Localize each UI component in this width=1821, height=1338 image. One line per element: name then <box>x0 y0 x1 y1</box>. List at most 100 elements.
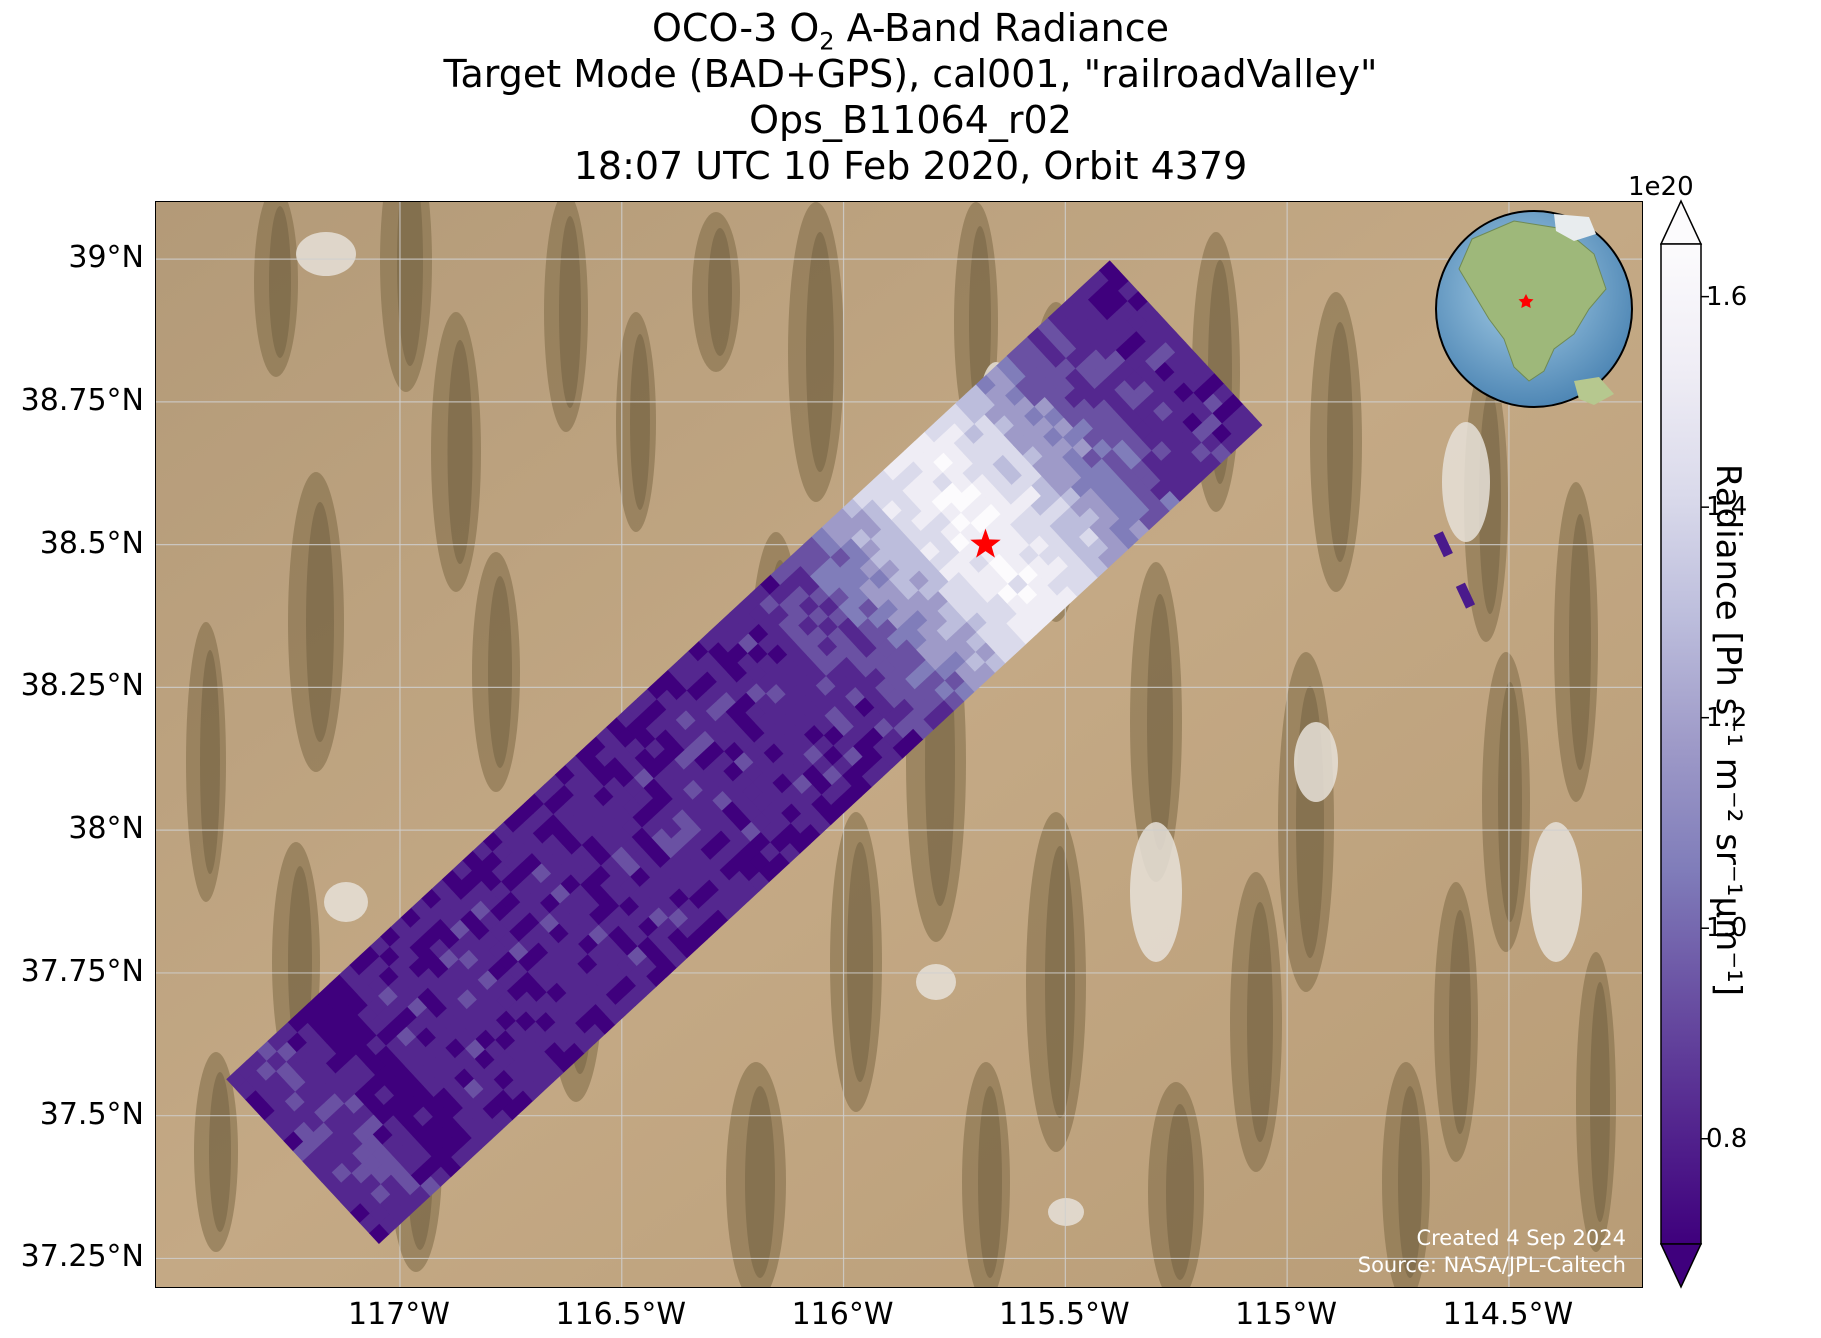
mountain-ridge-shadow <box>1045 846 1075 1118</box>
mountain-ridge-shadow <box>847 842 873 1082</box>
mountain-ridge-shadow <box>1166 1104 1194 1280</box>
mountain-ridge <box>1554 482 1598 802</box>
mountain-ridge-shadow <box>397 202 423 366</box>
mountain-ridge <box>962 1062 1010 1287</box>
mountain-ridge-shadow <box>1247 902 1273 1142</box>
mountain-ridge-shadow <box>1498 682 1522 922</box>
mountain-ridge-shadow <box>745 1086 775 1278</box>
target-marker <box>970 528 1001 558</box>
mountain-ridge <box>288 472 344 772</box>
lon-tick-label: 115°W <box>1235 1297 1338 1332</box>
lon-tick-label: 115.5°W <box>999 1297 1130 1332</box>
dry-lake-bed <box>1442 422 1490 542</box>
swath-fragment <box>1433 531 1453 558</box>
mountain-ridge-shadow <box>978 1086 1002 1278</box>
colorbar-exponent: 1e20 <box>1628 172 1694 202</box>
mountain-ridge-shadow <box>269 206 291 358</box>
map-panel[interactable] <box>155 201 1643 1288</box>
mountain-ridge-shadow <box>708 228 732 356</box>
mountain-ridge-shadow <box>200 650 220 874</box>
basemap-terrain <box>186 202 1616 1287</box>
mountain-ridge-shadow <box>306 502 334 742</box>
credit-line1: Created 4 Sep 2024 <box>1416 1226 1626 1250</box>
colorbar-tick-label: 0.8 <box>1706 1123 1748 1154</box>
dry-lake-bed <box>324 882 368 922</box>
colorbar-label: Radiance [Ph s⁻¹ m⁻² sr⁻¹μm⁻¹] <box>1708 463 1748 997</box>
colorbar-tick-label: 1.6 <box>1706 281 1748 312</box>
lat-tick-label: 37.75°N <box>20 953 144 989</box>
mountain-ridge-shadow <box>559 216 581 408</box>
mountain-ridge <box>472 552 520 792</box>
swath-pixel <box>1241 414 1263 435</box>
mountain-ridge <box>1382 1062 1430 1287</box>
colorbar-tick-label: 1.2 <box>1706 702 1748 733</box>
colorbar <box>1660 199 1709 1289</box>
mountain-ridge-shadow <box>488 576 512 768</box>
colorbar-extend-bottom <box>1660 1243 1703 1289</box>
mountain-ridge <box>194 1052 238 1252</box>
mountain-ridge <box>1026 812 1086 1152</box>
mountain-ridge <box>616 312 656 532</box>
greenland-shape <box>1554 214 1596 241</box>
radiance-swath <box>226 260 1476 1244</box>
mountain-ridge-shadow <box>1398 1086 1422 1278</box>
mountain-ridge-shadow <box>1449 910 1471 1134</box>
red-star-icon <box>1518 294 1534 308</box>
lat-tick-label: 37.5°N <box>39 1096 144 1132</box>
lon-tick-label: 117°W <box>348 1297 450 1332</box>
mountain-ridge <box>1482 652 1530 952</box>
mountain-ridge <box>1310 292 1362 592</box>
mountain-ridge-shadow <box>630 334 650 510</box>
mountain-ridge <box>431 312 481 592</box>
mountain-ridge <box>1576 952 1616 1252</box>
globe-inset <box>1435 210 1633 408</box>
mountain-ridge <box>1130 562 1182 882</box>
red-star-icon <box>970 528 1001 558</box>
mountain-ridge-shadow <box>1327 322 1353 562</box>
mountain-ridge <box>1230 872 1282 1172</box>
dry-lake-bed <box>916 964 956 1000</box>
dry-lake-bed <box>1294 722 1338 802</box>
colorbar-body <box>1660 243 1702 1245</box>
title-subscript: 2 <box>819 27 835 56</box>
lon-tick-label: 116.5°W <box>555 1297 687 1332</box>
mountain-ridge <box>1434 882 1478 1162</box>
mountain-ridge-shadow <box>1147 594 1173 850</box>
dry-lake-bed <box>1130 822 1182 962</box>
chart-title-line3: Ops_B11064_r02 <box>749 98 1072 142</box>
lat-tick-label: 38°N <box>68 811 144 847</box>
lat-tick-label: 38.25°N <box>20 668 144 704</box>
mountain-ridge-shadow <box>1569 514 1591 770</box>
dry-lake-bed <box>1530 822 1582 962</box>
map-canvas <box>156 202 1642 1287</box>
lat-tick-label: 39°N <box>68 240 144 276</box>
mountain-ridge-shadow <box>806 232 834 472</box>
mountain-ridge-shadow <box>969 226 991 418</box>
north-america-shape <box>1458 220 1607 382</box>
title-prefix: OCO-3 O <box>652 6 820 50</box>
chart-title-line1: OCO-3 O2 A-Band Radiance <box>0 6 1821 64</box>
credit-line2: Source: NASA/JPL-Caltech <box>1357 1253 1626 1277</box>
mountain-ridge <box>186 622 226 902</box>
colorbar-tick-label: 1.0 <box>1706 913 1748 944</box>
dry-lake-bed <box>1048 1198 1084 1226</box>
title-suffix: A-Band Radiance <box>834 6 1169 50</box>
lat-tick-label: 38.5°N <box>39 525 144 561</box>
mountain-ridge-shadow <box>1590 982 1610 1222</box>
colorbar-tick-label: 1.4 <box>1706 492 1748 523</box>
mountain-ridge <box>726 1062 786 1287</box>
mountain-ridge <box>788 202 844 502</box>
south-america-shape <box>1574 377 1614 405</box>
colorbar-extend-top <box>1660 199 1703 245</box>
lat-tick-label: 38.75°N <box>20 382 144 418</box>
mountain-ridge <box>692 212 740 372</box>
chart-title-line4: 18:07 UTC 10 Feb 2020, Orbit 4379 <box>573 144 1248 188</box>
mountain-ridge-shadow <box>447 340 473 564</box>
mountain-ridge <box>1148 1082 1204 1287</box>
lat-tick-label: 37.25°N <box>20 1239 144 1275</box>
mountain-ridge-shadow <box>209 1072 231 1232</box>
swath-fragment <box>1455 582 1476 609</box>
swath-strip <box>226 260 1263 1244</box>
chart-title-line2: Target Mode (BAD+GPS), cal001, "railroad… <box>443 52 1378 96</box>
dry-lake-bed <box>296 232 356 276</box>
